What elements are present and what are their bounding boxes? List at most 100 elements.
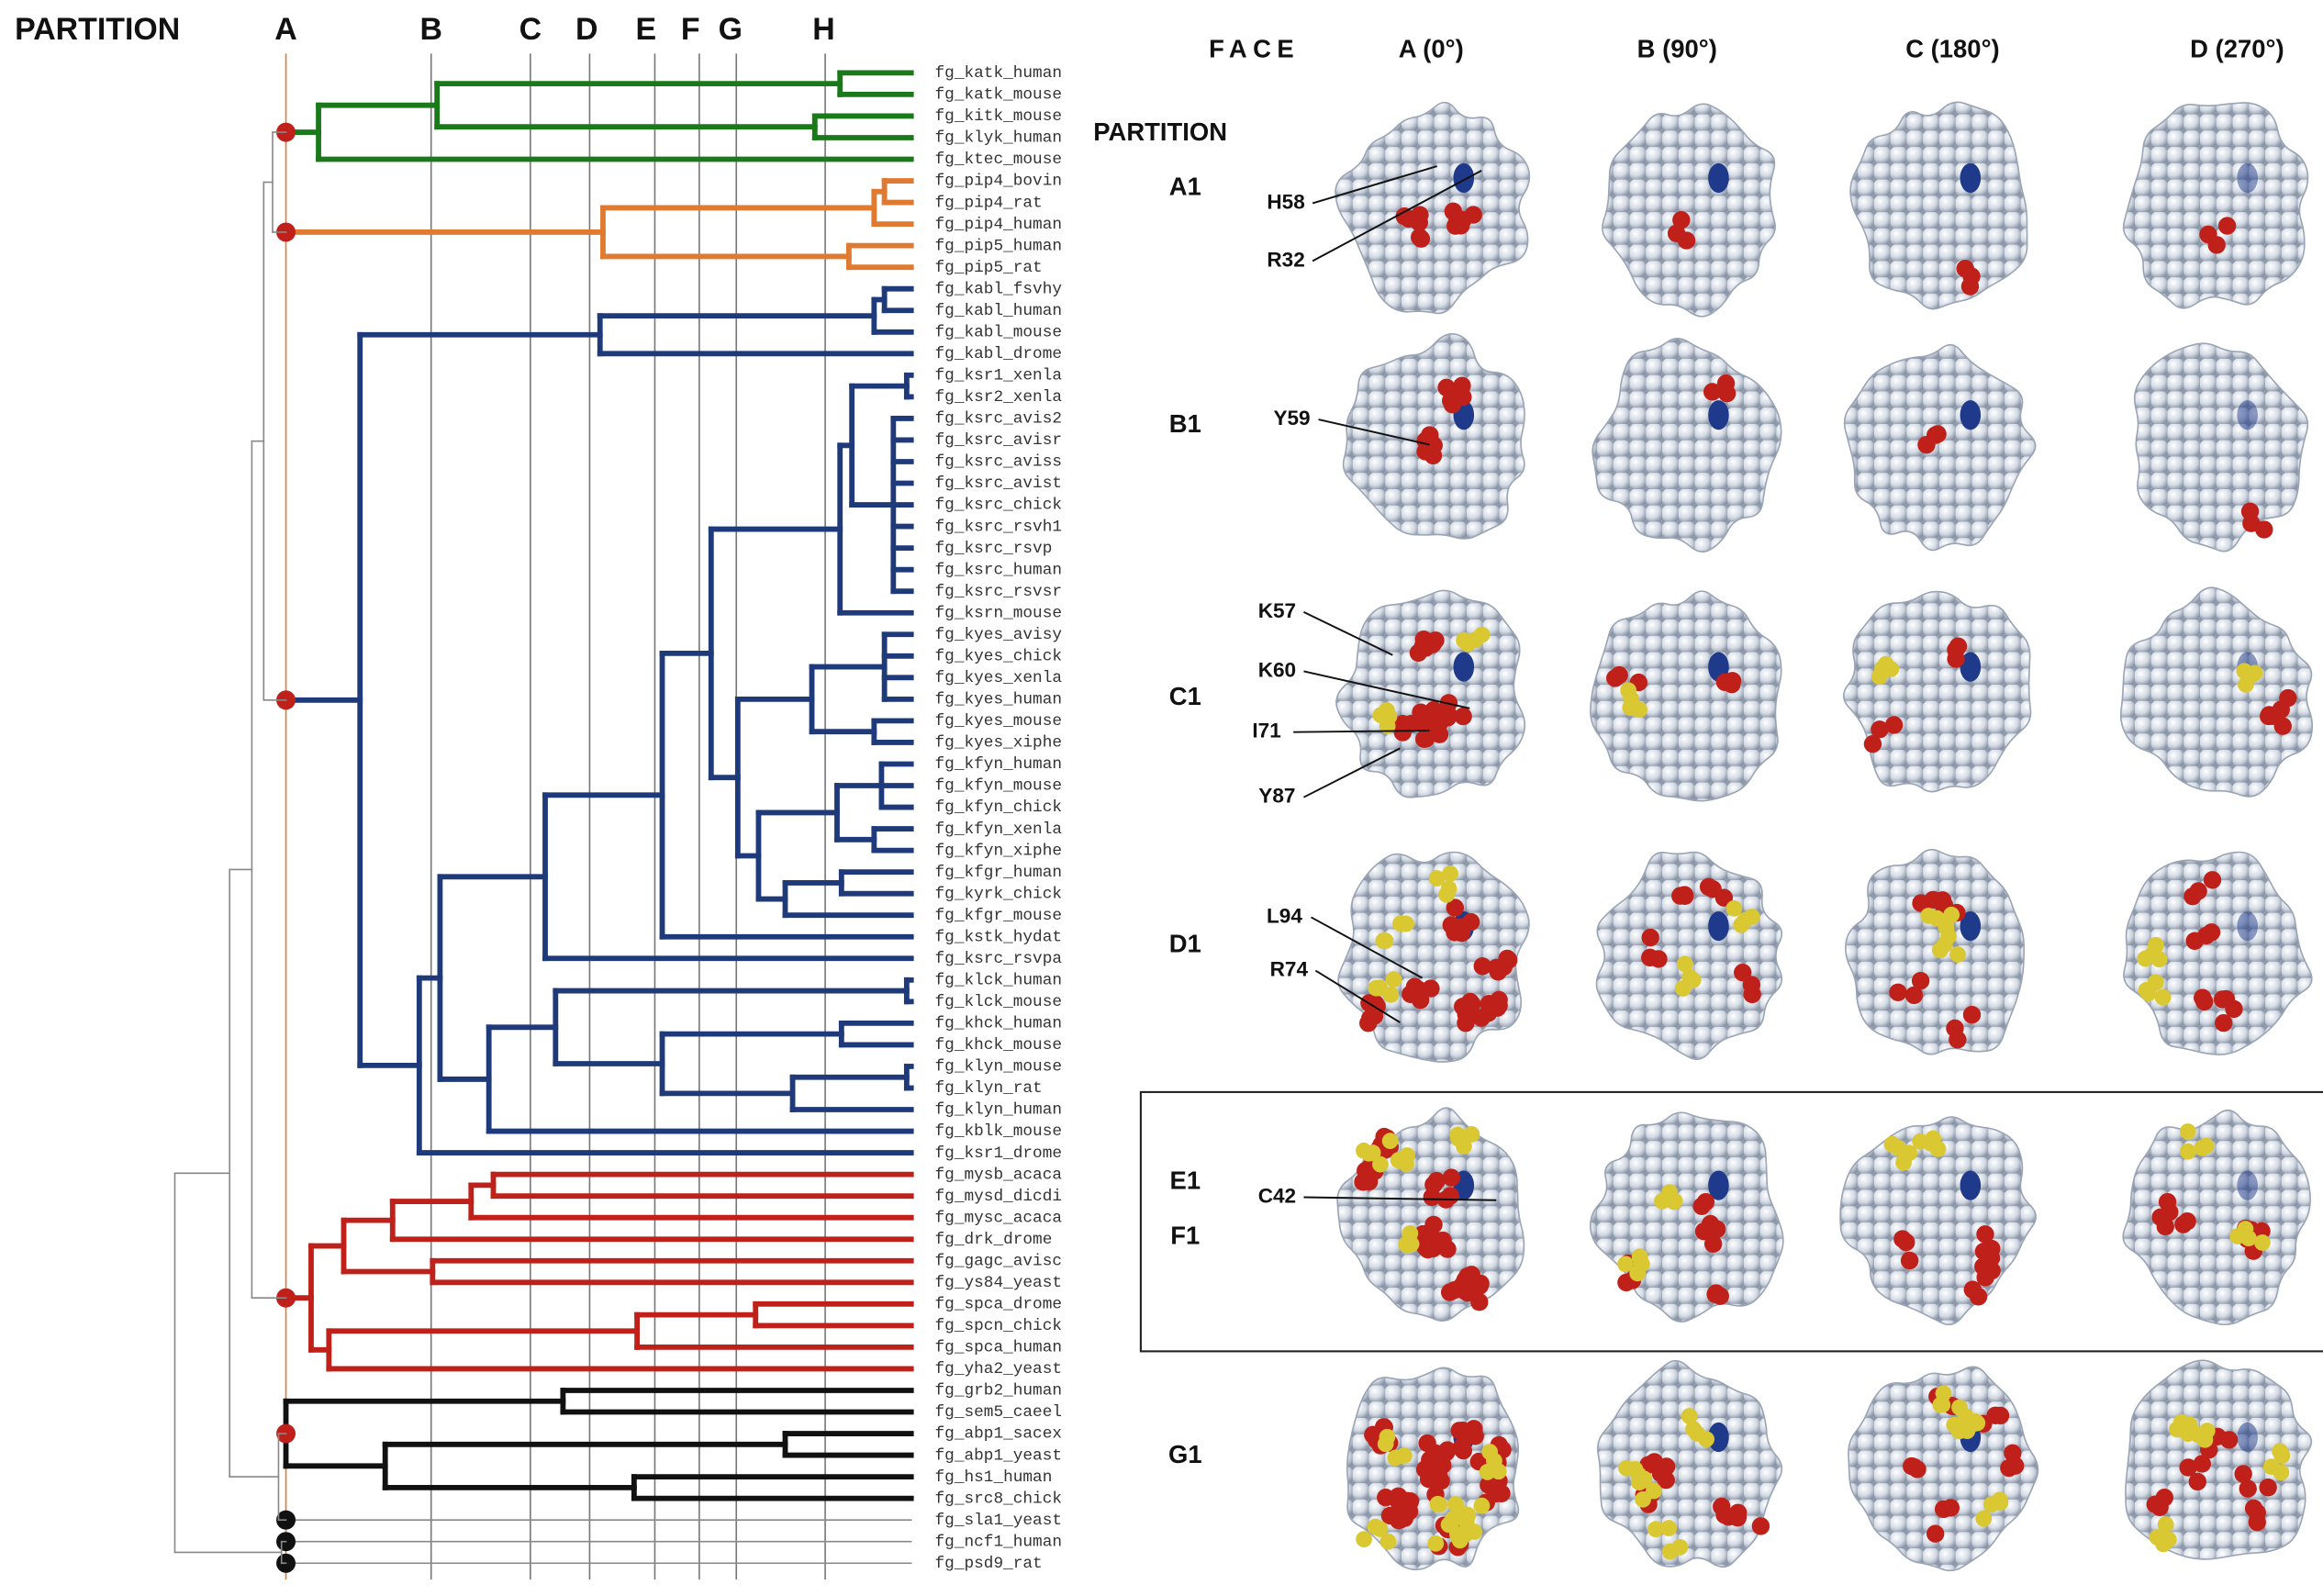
residue-patch bbox=[1947, 641, 1964, 658]
residue-patch bbox=[1949, 946, 1966, 963]
residue-patch bbox=[2195, 993, 2213, 1010]
leaf-label: fg_ksrc_avis2 bbox=[935, 410, 1062, 429]
residue-patch bbox=[1937, 936, 1953, 953]
residue-patch bbox=[1992, 1492, 2008, 1509]
leaf-label: fg_kyes_xenla bbox=[935, 669, 1063, 687]
protein-surface bbox=[1846, 850, 2024, 1055]
leaf-label: fg_klyn_human bbox=[935, 1101, 1062, 1120]
leaf-label: fg_kyes_mouse bbox=[935, 712, 1062, 731]
residue-label: Y59 bbox=[1273, 407, 1310, 430]
leaf-label: fg_mysd_dicdi bbox=[935, 1188, 1062, 1206]
residue-patch bbox=[2138, 951, 2154, 967]
row-label: F1 bbox=[1170, 1221, 1200, 1249]
leaf-label: fg_pip4_bovin bbox=[935, 173, 1062, 191]
residue-patch bbox=[2204, 871, 2221, 888]
row-label: A1 bbox=[1169, 173, 1201, 201]
partition-label: E bbox=[635, 12, 656, 47]
protein-surface bbox=[2126, 1360, 2311, 1559]
residue-patch bbox=[1442, 1187, 1459, 1204]
residue-patch bbox=[1698, 1431, 1714, 1447]
face-label: A (0°) bbox=[1399, 34, 1464, 62]
leaf-label: fg_kyes_chick bbox=[935, 647, 1062, 665]
residue-patch bbox=[2157, 1218, 2174, 1235]
residue-patch bbox=[1708, 163, 1729, 193]
residue-patch bbox=[1717, 374, 1735, 392]
leaf-label: fg_kfgr_human bbox=[935, 864, 1062, 882]
residue-patch bbox=[2237, 911, 2258, 941]
residue-patch bbox=[1402, 1492, 1419, 1510]
leaf-label: fg_ksrc_aviss bbox=[935, 453, 1062, 472]
leaf-label: fg_gagc_avisc bbox=[935, 1252, 1062, 1270]
residue-patch bbox=[1708, 911, 1729, 941]
leaf-label: fg_ksr1_xenla bbox=[935, 367, 1063, 385]
protein-surface bbox=[1347, 1367, 1519, 1569]
leaf-label: fg_psd9_rat bbox=[935, 1555, 1043, 1573]
residue-patch bbox=[1474, 627, 1491, 643]
residue-patch bbox=[1927, 1525, 1944, 1543]
surface bbox=[1844, 592, 2031, 792]
leaf-label: fg_klck_mouse bbox=[935, 993, 1062, 1011]
partition-label: B bbox=[419, 12, 441, 47]
protein-surface bbox=[2121, 587, 2313, 797]
leaf-label: fg_mysb_acaca bbox=[935, 1166, 1063, 1184]
residue-patch bbox=[1716, 674, 1734, 691]
residue-patch bbox=[1970, 1288, 1987, 1305]
leaf-label: fg_pip4_human bbox=[935, 216, 1062, 234]
residue-patch bbox=[1706, 1286, 1724, 1303]
residue-patch bbox=[2180, 1144, 2196, 1160]
partition-label: C bbox=[519, 12, 542, 47]
protein-surface bbox=[1591, 1112, 1783, 1322]
leaf-label: fg_sem5_caeel bbox=[935, 1403, 1062, 1422]
residue-patch bbox=[1752, 1517, 1770, 1535]
leaf-label: fg_klyk_human bbox=[935, 129, 1062, 148]
leaf-label: fg_kabl_human bbox=[935, 302, 1062, 320]
residue-patch bbox=[1417, 730, 1435, 747]
face-label: C (180°) bbox=[1905, 34, 1999, 62]
surface bbox=[1591, 1112, 1783, 1322]
residue-patch bbox=[1463, 1266, 1480, 1283]
surface bbox=[1591, 591, 1781, 800]
residue-patch bbox=[1874, 661, 1891, 677]
leaf-label: fg_kfgr_mouse bbox=[935, 907, 1062, 925]
leaf-label: fg_drk_drome bbox=[935, 1231, 1053, 1249]
row-label: B1 bbox=[1169, 409, 1201, 438]
protein-surface bbox=[1848, 1367, 2038, 1570]
row-label: D1 bbox=[1169, 929, 1201, 957]
residue-patch bbox=[2254, 1234, 2271, 1251]
protein-surface bbox=[1335, 103, 1529, 314]
residue-patch bbox=[1453, 163, 1474, 193]
leaf-label: fg_pip4_rat bbox=[935, 194, 1043, 212]
residue-patch bbox=[1737, 912, 1754, 929]
residue-patch bbox=[2147, 1496, 2164, 1513]
residue-patch bbox=[2237, 163, 2258, 193]
residue-patch bbox=[1889, 984, 1906, 1001]
residue-patch bbox=[2182, 1416, 2198, 1433]
residue-patch bbox=[1933, 1397, 1949, 1413]
residue-patch bbox=[1402, 1225, 1418, 1242]
residue-patch bbox=[1434, 1456, 1451, 1474]
residue-patch bbox=[1438, 1441, 1456, 1458]
residue-label: R32 bbox=[1267, 248, 1304, 271]
residue-patch bbox=[1427, 1535, 1444, 1552]
residue-patch bbox=[1905, 1458, 1923, 1476]
residue-patch bbox=[1368, 1519, 1384, 1535]
residue-patch bbox=[1986, 1407, 2004, 1424]
residue-patch bbox=[1963, 1006, 1981, 1023]
residue-patch bbox=[2261, 706, 2278, 723]
leaf-label: fg_katk_human bbox=[935, 64, 1062, 83]
residue-patch bbox=[2237, 1170, 2258, 1200]
protein-surface bbox=[2124, 853, 2312, 1055]
residue-patch bbox=[1418, 1434, 1435, 1452]
surface bbox=[2135, 343, 2308, 552]
surface bbox=[2124, 103, 2308, 308]
residue-patch bbox=[1453, 377, 1470, 395]
residue-patch bbox=[1660, 1520, 1677, 1536]
residue-patch bbox=[1378, 932, 1394, 949]
leaf-label: fg_kyes_xiphe bbox=[935, 734, 1062, 753]
residue-patch bbox=[1373, 707, 1390, 723]
surface bbox=[1596, 853, 1781, 1060]
residue-patch bbox=[1456, 1282, 1473, 1300]
residue-patch bbox=[1438, 1240, 1456, 1257]
residue-patch bbox=[2218, 217, 2236, 234]
leaf-label: fg_klck_human bbox=[935, 972, 1062, 990]
